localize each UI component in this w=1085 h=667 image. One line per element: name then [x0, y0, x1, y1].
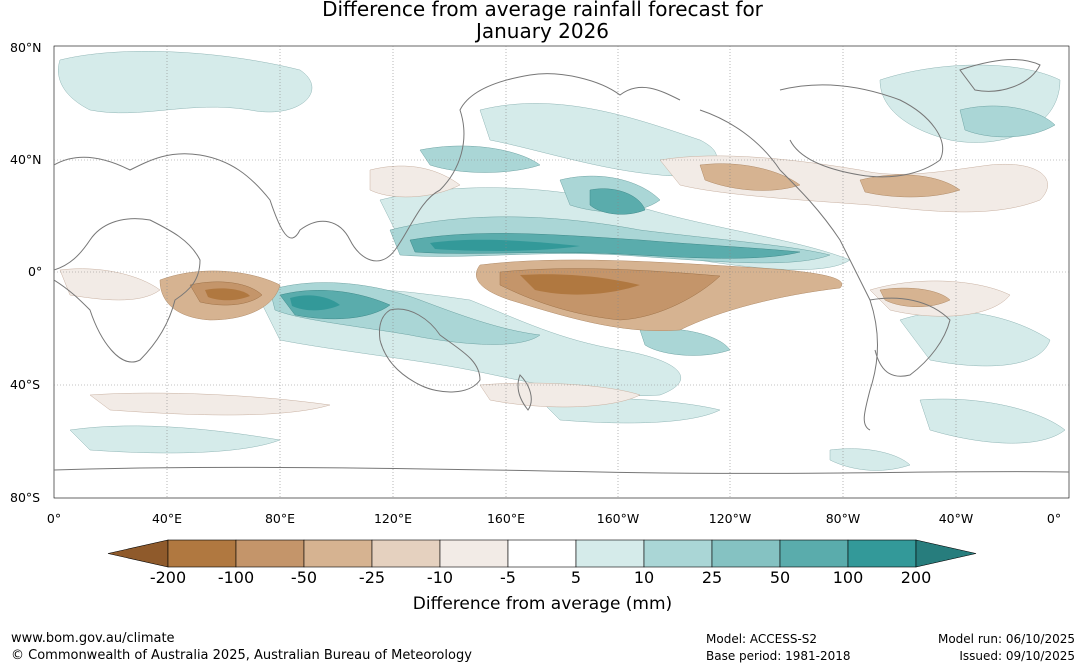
lat-label-80s: 80°S	[10, 490, 41, 505]
colorbar-tick: -25	[358, 568, 386, 587]
colorbar-tick: 5	[570, 568, 582, 587]
footer-issued: Issued: 09/10/2025	[959, 649, 1075, 663]
colorbar-tick: -10	[426, 568, 454, 587]
lon-label-40w: 40°W	[938, 511, 974, 526]
lon-label-160e: 160°E	[486, 511, 525, 526]
colorbar-tick: 25	[701, 568, 723, 587]
lon-label-0-right: 0°	[1046, 511, 1062, 526]
footer-website: www.bom.gov.au/climate	[11, 631, 175, 646]
colorbar-tick: 50	[769, 568, 791, 587]
lat-label-40s: 40°S	[10, 377, 41, 392]
colorbar-tick: -50	[290, 568, 318, 587]
footer-model-run: Model run: 06/10/2025	[937, 632, 1075, 646]
colorbar-segment	[711, 539, 781, 568]
anomaly-wet-very-strong	[290, 239, 580, 311]
lat-label-40n: 40°N	[10, 152, 42, 167]
colorbar-tick: 200	[900, 568, 932, 587]
colorbar-segment	[303, 539, 373, 568]
colorbar-segment	[507, 539, 577, 568]
colorbar-segment	[167, 539, 237, 568]
colorbar-tick: 10	[633, 568, 655, 587]
lon-label-0-left: 0°	[46, 511, 62, 526]
coastlines	[54, 59, 1069, 474]
colorbar-segment	[575, 539, 645, 568]
map-title-line1: Difference from average rainfall forecas…	[322, 0, 763, 21]
lon-label-120e: 120°E	[373, 511, 412, 526]
colorbar-label: Difference from average (mm)	[412, 594, 673, 614]
colorbar-segment	[235, 539, 305, 568]
colorbar-segment	[779, 539, 849, 568]
footer-base-period: Base period: 1981-2018	[706, 649, 851, 663]
colorbar-extend-high	[915, 539, 977, 568]
lon-label-120w: 120°W	[708, 511, 752, 526]
colorbar-segment	[643, 539, 713, 568]
colorbar-tick: -5	[500, 568, 516, 587]
lon-label-80e: 80°E	[264, 511, 296, 526]
lon-label-160w: 160°W	[596, 511, 640, 526]
colorbar-segment	[371, 539, 441, 568]
colorbar-extend-low	[107, 539, 169, 568]
colorbar-tick: 100	[832, 568, 864, 587]
lat-label-80n: 80°N	[10, 40, 42, 55]
anomaly-dry-very-strong	[205, 274, 640, 301]
footer-copyright: © Commonwealth of Australia 2025, Austra…	[11, 648, 472, 663]
lon-label-40e: 40°E	[151, 511, 183, 526]
colorbar-segment	[847, 539, 917, 568]
map-title-line2: January 2026	[475, 19, 610, 43]
colorbar-tick: -100	[217, 568, 255, 587]
colorbar-tick: -200	[149, 568, 187, 587]
colorbar-segment	[439, 539, 509, 568]
footer-model: Model: ACCESS-S2	[706, 632, 818, 646]
graticule	[54, 46, 1069, 498]
lon-label-80w: 80°W	[825, 511, 861, 526]
lat-label-equator: 0°	[28, 264, 43, 279]
